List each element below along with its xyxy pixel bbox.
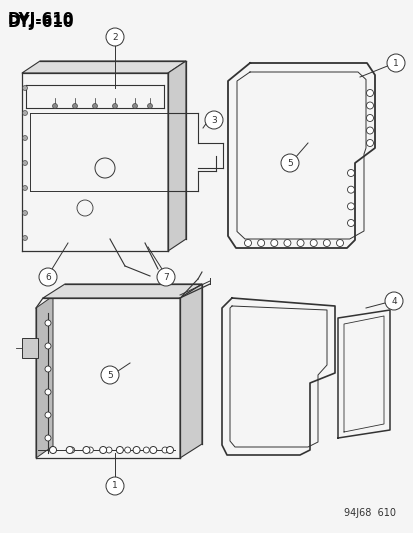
Circle shape [347,220,354,227]
Circle shape [100,447,107,454]
Circle shape [297,239,303,246]
Circle shape [22,85,27,91]
Text: 1: 1 [112,481,118,490]
Circle shape [45,343,51,349]
Circle shape [366,140,373,147]
Circle shape [112,103,117,109]
Circle shape [92,103,97,109]
Text: 1: 1 [392,59,398,68]
Circle shape [283,239,290,246]
Text: 6: 6 [45,272,51,281]
Circle shape [244,239,251,246]
Polygon shape [36,296,53,458]
Text: 3: 3 [211,116,216,125]
Circle shape [150,447,157,454]
Circle shape [22,110,27,116]
Circle shape [101,366,119,384]
Circle shape [106,477,124,495]
Circle shape [22,211,27,215]
Circle shape [147,103,152,109]
Circle shape [132,103,137,109]
Circle shape [22,160,27,166]
Text: 5: 5 [287,158,292,167]
Circle shape [366,115,373,122]
Circle shape [45,389,51,395]
Circle shape [45,320,51,326]
Circle shape [133,447,140,454]
Bar [22,338,38,358]
Circle shape [257,239,264,246]
Text: 7: 7 [163,272,169,281]
Circle shape [336,239,343,246]
Polygon shape [43,284,202,298]
Circle shape [116,447,123,454]
Text: DYJ-610: DYJ-610 [8,12,74,27]
Circle shape [366,102,373,109]
Circle shape [166,447,173,454]
Circle shape [22,185,27,190]
Circle shape [66,447,73,454]
Circle shape [347,186,354,193]
Circle shape [22,236,27,240]
Circle shape [161,447,168,453]
Circle shape [45,366,51,372]
Text: DYJ-610: DYJ-610 [8,15,74,30]
Circle shape [22,135,27,141]
Circle shape [124,447,131,453]
Circle shape [323,239,330,246]
Circle shape [50,447,56,454]
Circle shape [384,292,402,310]
Circle shape [309,239,316,246]
Circle shape [106,28,124,46]
Circle shape [204,111,223,129]
Circle shape [52,103,57,109]
Circle shape [157,268,175,286]
Circle shape [270,239,277,246]
Circle shape [347,203,354,210]
Text: 5: 5 [107,370,113,379]
Text: 4: 4 [390,296,396,305]
Circle shape [50,447,56,453]
Circle shape [45,412,51,418]
Text: 2: 2 [112,33,118,42]
Circle shape [366,90,373,96]
Circle shape [386,54,404,72]
Circle shape [39,268,57,286]
Circle shape [83,447,90,454]
Circle shape [347,169,354,176]
Polygon shape [22,61,185,73]
Circle shape [280,154,298,172]
Circle shape [366,127,373,134]
Polygon shape [168,61,185,251]
Text: 94J68  610: 94J68 610 [343,508,395,518]
Circle shape [69,447,74,453]
Circle shape [87,447,93,453]
Circle shape [143,447,149,453]
Circle shape [106,447,112,453]
Polygon shape [180,284,202,458]
Circle shape [72,103,77,109]
Circle shape [45,435,51,441]
